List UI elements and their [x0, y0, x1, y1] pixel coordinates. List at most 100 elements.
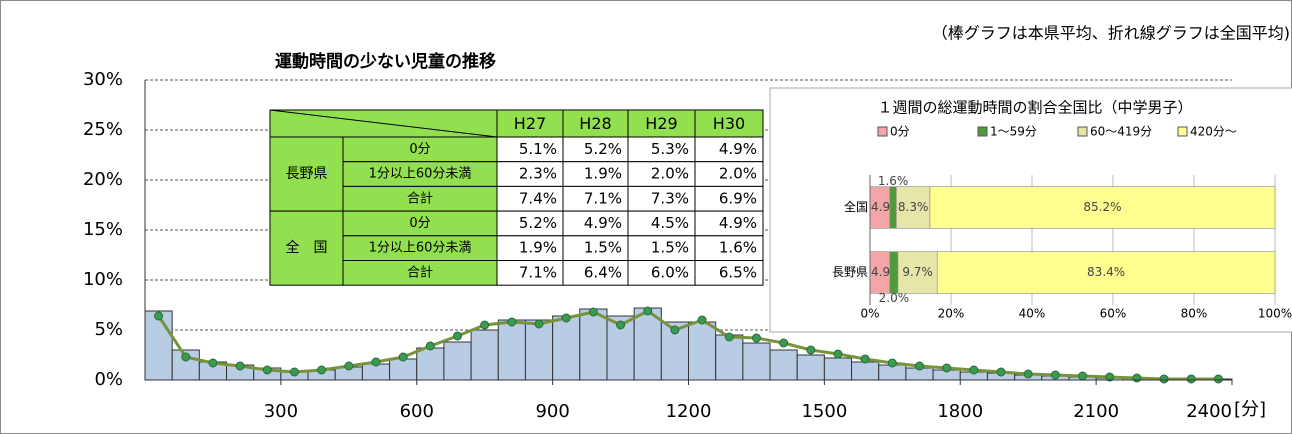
inset-title: １週間の総運動時間の割合全国比（中学男子）: [877, 99, 1192, 117]
legend-label: 420分～: [1190, 125, 1237, 139]
data-label: 83.4%: [1087, 265, 1125, 279]
value-cell: [694, 235, 764, 262]
histogram-bar: [823, 357, 853, 381]
cell-value: 1.6%: [719, 239, 757, 257]
value-cell: [627, 235, 696, 262]
bar-segment: [936, 251, 1276, 294]
line-marker: [181, 352, 191, 362]
line: [157, 309, 1219, 381]
cell-value: 6.4%: [584, 263, 622, 281]
cell-value: 4.9%: [584, 214, 622, 232]
line-marker: [670, 325, 680, 335]
line-marker: [697, 315, 707, 325]
line-marker: [235, 361, 245, 371]
histogram-bar: [144, 310, 173, 381]
line-marker: [724, 332, 734, 342]
row-label: 合計: [407, 264, 433, 280]
line-marker: [425, 341, 435, 351]
cell-value: 1.5%: [584, 239, 622, 257]
value-cell: [496, 260, 564, 286]
y-tick-label: 30%: [83, 69, 123, 90]
cell-value: 6.0%: [651, 263, 689, 281]
value-cell: [694, 260, 764, 286]
cell-value: 4.9%: [719, 214, 757, 232]
cell-value: 5.3%: [651, 140, 689, 158]
bar-segment: [889, 186, 897, 229]
line-marker: [208, 358, 218, 368]
line-marker: [561, 313, 571, 323]
line-marker: [914, 361, 924, 371]
value-cell: [627, 260, 696, 286]
value-cell: [496, 161, 564, 187]
histogram-bar: [497, 319, 526, 381]
value-cell: [562, 210, 629, 237]
line-marker: [643, 306, 653, 316]
value-cell: [496, 235, 564, 262]
cell-value: 5.2%: [519, 214, 557, 232]
legend-swatch: [877, 126, 888, 137]
line-marker: [262, 365, 272, 375]
cell-value: 7.1%: [584, 189, 622, 207]
line-marker: [1159, 374, 1169, 384]
header-cell: [694, 109, 764, 138]
line-marker: [996, 367, 1006, 377]
line-marker: [398, 352, 408, 362]
histogram-bar: [796, 354, 825, 381]
line-marker: [344, 361, 354, 371]
y-tick-label: 20%: [83, 169, 123, 190]
histogram-bar: [769, 349, 798, 381]
line-marker: [289, 367, 299, 377]
legend-swatch: [1177, 126, 1188, 137]
value-cell: [627, 136, 696, 163]
line-marker: [1186, 374, 1196, 384]
x-tick-label: 1200: [666, 401, 712, 422]
line-marker: [833, 349, 843, 359]
line-marker: [371, 357, 381, 367]
x-tick-label: 300: [264, 401, 298, 422]
histogram-bar: [742, 342, 771, 381]
group-cell: [269, 210, 344, 286]
line-marker: [317, 365, 327, 375]
histogram-bar: [552, 315, 581, 381]
cell-value: 1.9%: [519, 239, 557, 257]
cell-value: 5.2%: [584, 140, 622, 158]
column-header: H28: [579, 114, 611, 133]
line-marker: [1078, 371, 1088, 381]
line-marker: [588, 307, 598, 317]
x-tick-label: 600: [400, 401, 434, 422]
line-marker: [779, 338, 789, 348]
histogram-bar: [416, 347, 445, 381]
data-label: 85.2%: [1083, 200, 1121, 214]
line-marker: [942, 363, 952, 373]
value-cell: [627, 161, 696, 187]
x-tick-label: 2100: [1073, 401, 1119, 422]
cell-value: 2.0%: [719, 165, 757, 183]
line-marker: [1213, 374, 1223, 384]
histogram-bar: [579, 308, 608, 381]
line-marker: [1105, 372, 1115, 382]
y-tick-label: 全国: [844, 199, 868, 214]
diagonal: [269, 109, 498, 138]
value-cell: [562, 185, 629, 212]
histogram-bar: [443, 341, 472, 381]
value-cell: [496, 136, 564, 163]
histogram-bar: [389, 358, 418, 381]
line-marker: [969, 365, 979, 375]
cell-value: 7.4%: [519, 189, 557, 207]
x-tick-label: 40%: [1019, 307, 1046, 321]
x-tick-label: 1800: [937, 401, 983, 422]
y-tick-label: 15%: [83, 219, 123, 240]
legend-label: 1～59分: [990, 125, 1037, 139]
row-label-cell: [342, 210, 498, 237]
row-label: 0分: [409, 216, 430, 231]
bar-segment: [896, 186, 931, 229]
row-label: 合計: [407, 190, 433, 206]
x-tick-label: 2400: [1186, 401, 1232, 422]
value-cell: [562, 260, 629, 286]
group-label: 全 国: [286, 239, 328, 256]
value-cell: [627, 185, 696, 212]
histogram-bar: [688, 321, 717, 381]
line-marker: [1050, 370, 1060, 380]
line-marker: [1132, 373, 1142, 383]
